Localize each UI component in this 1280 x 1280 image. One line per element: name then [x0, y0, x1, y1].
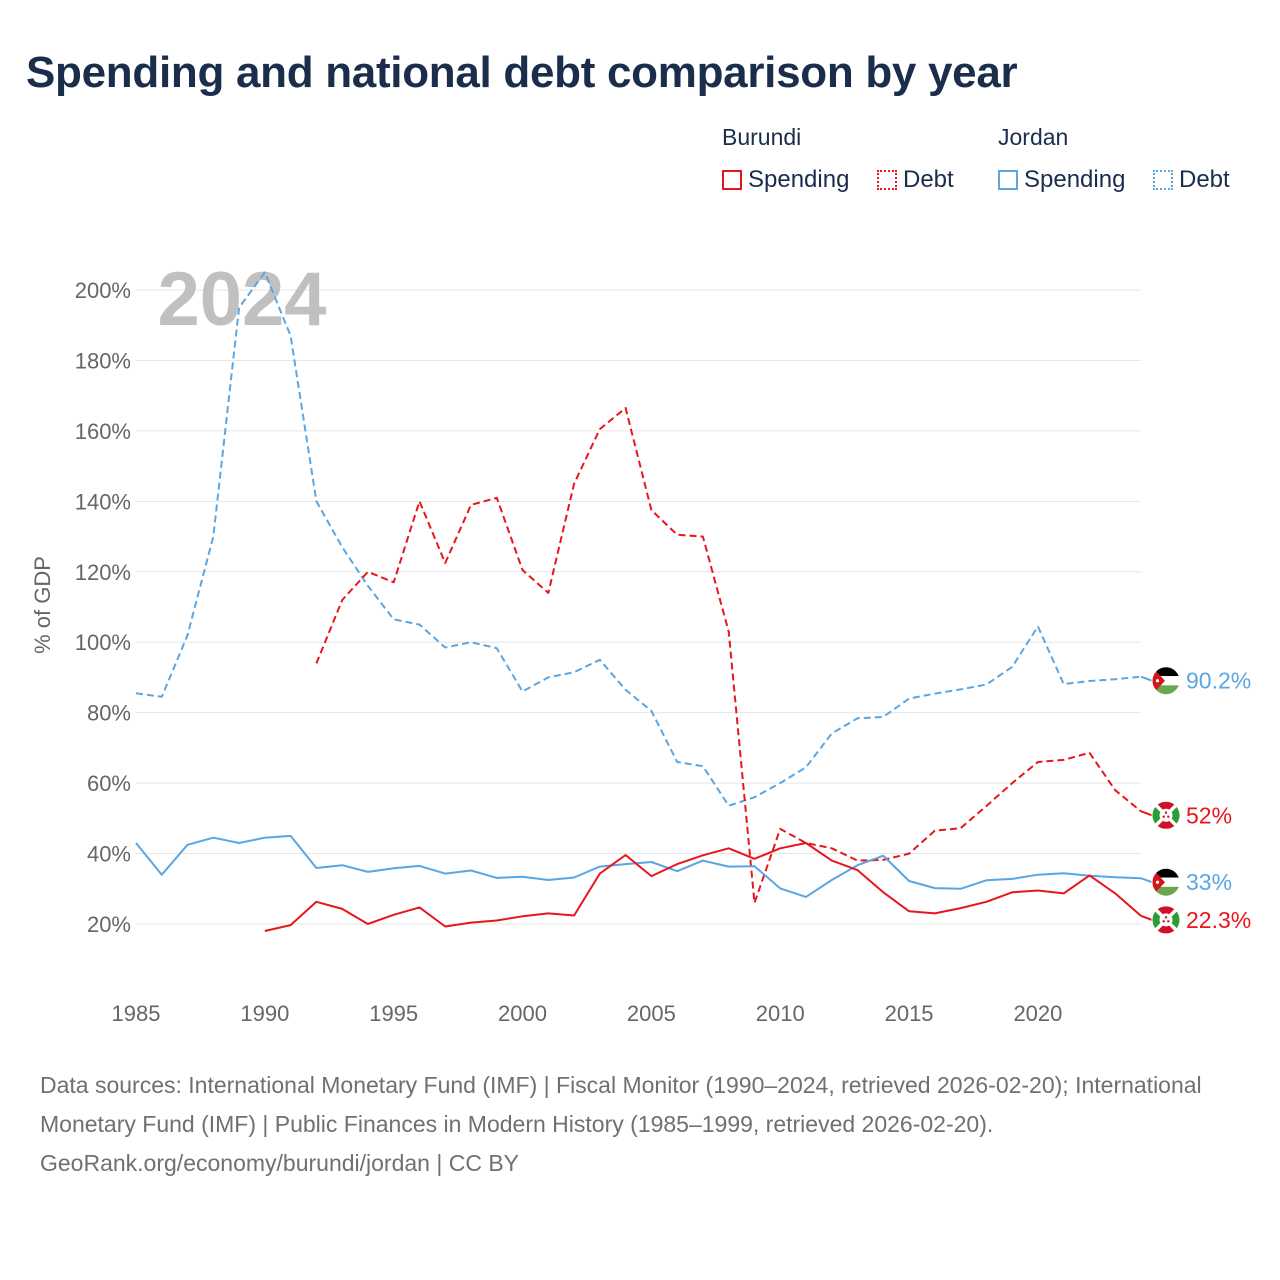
legend-label: Spending [1024, 166, 1126, 193]
footer: Data sources: International Monetary Fun… [40, 1066, 1240, 1183]
y-tick-label: 140% [75, 489, 131, 514]
end-value-label: 52% [1186, 802, 1232, 828]
series-end-markers: 90.2% 52% 33% 22.3% [1140, 666, 1251, 935]
series-lines [135, 271, 1142, 932]
x-tick-label: 1995 [369, 1001, 418, 1026]
legend-swatch-jordan-spending [998, 170, 1018, 190]
end-connector [1140, 810, 1153, 817]
y-tick-label: 160% [75, 419, 131, 444]
end-value-label: 33% [1186, 869, 1232, 895]
x-tick-label: 2000 [498, 1001, 547, 1026]
x-tick-label: 2010 [756, 1001, 805, 1026]
year-watermark: 2024 [157, 257, 326, 342]
legend-burundi-debt[interactable]: Debt [877, 166, 954, 194]
series-line-burundi-spending[interactable] [264, 842, 1142, 932]
gridlines [136, 289, 1141, 925]
series-line-jordan-spending[interactable] [135, 834, 1142, 898]
y-tick-label: 60% [87, 771, 131, 796]
legend-jordan-debt[interactable]: Debt [1153, 166, 1230, 194]
legend-country-burundi: Burundi [722, 124, 802, 150]
x-tick-label: 1985 [112, 1001, 161, 1026]
end-connector [1140, 877, 1153, 884]
y-axis-label: % of GDP [30, 556, 55, 654]
end-connector [1140, 914, 1153, 921]
legend-burundi-spending[interactable]: Spending [722, 166, 849, 194]
y-tick-label: 120% [75, 560, 131, 585]
y-tick-label: 20% [87, 912, 131, 937]
legend-swatch-jordan-debt [1153, 170, 1173, 190]
y-tick-label: 200% [75, 278, 131, 303]
legend-label: Spending [748, 166, 850, 193]
series-line-burundi-debt[interactable] [315, 407, 1142, 904]
series-line-jordan-debt[interactable] [135, 271, 1142, 807]
chart-title: Spending and national debt comparison by… [26, 48, 1018, 97]
x-tick-label: 2020 [1013, 1001, 1062, 1026]
legend: Burundi Spending Debt Jordan Spending De… [0, 124, 1280, 204]
x-tick-label: 2005 [627, 1001, 676, 1026]
end-connector [1140, 675, 1153, 682]
chart-area: 2024 % of GDP 20% 40% 60% 80% 100% 120% 140% 16… [30, 257, 1251, 1026]
y-tick-label: 80% [87, 701, 131, 726]
legend-label: Debt [1179, 166, 1230, 193]
x-tick-label: 1990 [240, 1001, 289, 1026]
data-sources: Data sources: International Monetary Fun… [40, 1072, 1202, 1137]
y-axis: 20% 40% 60% 80% 100% 120% 140% 160% 180% 200% [75, 278, 131, 937]
burundi-flag-icon [1151, 800, 1181, 830]
legend-swatch-burundi-spending [722, 170, 742, 190]
burundi-flag-icon [1151, 905, 1181, 935]
jordan-flag-icon [1151, 867, 1181, 897]
x-tick-label: 2015 [885, 1001, 934, 1026]
jordan-flag-icon [1151, 666, 1181, 696]
legend-swatch-burundi-debt [877, 170, 897, 190]
y-tick-label: 40% [87, 842, 131, 867]
legend-jordan-spending[interactable]: Spending [998, 166, 1125, 194]
end-value-label: 90.2% [1186, 668, 1251, 694]
y-tick-label: 100% [75, 630, 131, 655]
end-value-label: 22.3% [1186, 907, 1251, 933]
legend-country-jordan: Jordan [998, 124, 1069, 150]
y-tick-label: 180% [75, 348, 131, 373]
legend-label: Debt [903, 166, 954, 193]
attribution[interactable]: GeoRank.org/economy/burundi/jordan | CC … [40, 1150, 520, 1176]
x-axis: 1985 1990 1995 2000 2005 2010 2015 2020 [112, 1001, 1063, 1026]
